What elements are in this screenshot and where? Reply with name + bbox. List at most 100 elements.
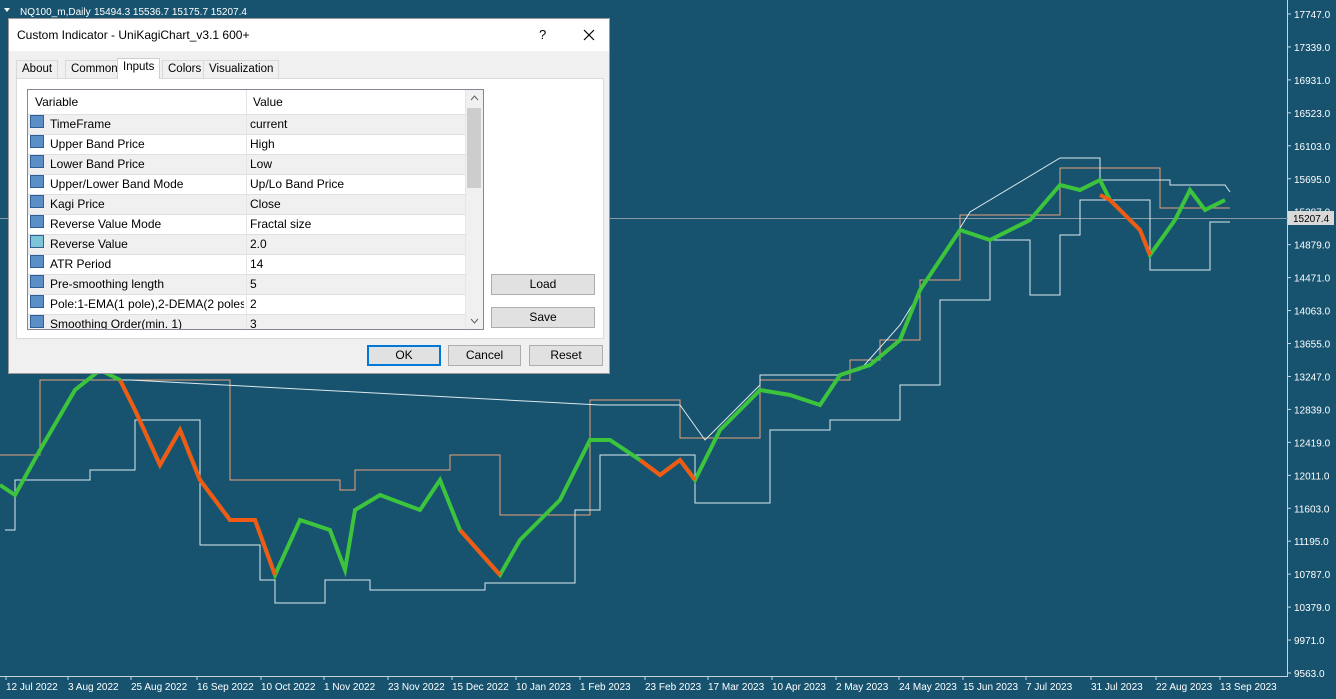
date-label: 2 May 2023: [836, 682, 889, 693]
load-button[interactable]: Load: [491, 274, 595, 295]
dialog: Custom Indicator - UniKagiChart_v3.1 600…: [8, 18, 610, 374]
value-cell: Low: [250, 157, 273, 171]
table-header: Variable Value: [28, 90, 467, 114]
divider: [246, 275, 247, 295]
value-cell: Fractal size: [250, 217, 312, 231]
kagi-line-down: [1099, 193, 1152, 256]
price-label: 17339.0: [1294, 43, 1331, 54]
value-cell: 2: [250, 297, 257, 311]
column-header: Variable: [35, 95, 79, 109]
price-label: 16523.0: [1294, 109, 1331, 120]
price-label: 14063.0: [1294, 307, 1331, 318]
table-row[interactable]: Lower Band Price Low: [28, 154, 467, 175]
table-row[interactable]: Upper/Lower Band Mode Up/Lo Band Price: [28, 174, 467, 195]
tab[interactable]: Visualization: [203, 60, 280, 78]
divider: [246, 115, 247, 135]
price-label: 11195.0: [1294, 537, 1329, 548]
price-label: 12839.0: [1294, 405, 1331, 416]
tab[interactable]: About: [16, 60, 59, 78]
divider: [246, 315, 247, 329]
kagi-line-down: [638, 457, 697, 482]
variable-cell: Kagi Price: [50, 197, 105, 211]
date-label: 23 Nov 2022: [388, 682, 445, 693]
close-button[interactable]: [583, 29, 595, 41]
help-button[interactable]: ?: [539, 27, 547, 42]
current-price-box: [1288, 211, 1334, 225]
title-bar: Custom Indicator - UniKagiChart_v3.1 600…: [9, 19, 609, 51]
variable-cell: Reverse Value Mode: [50, 217, 162, 231]
divider: [246, 215, 247, 235]
scroll-up[interactable]: [466, 90, 483, 107]
tab[interactable]: Inputs: [117, 58, 161, 79]
date-label: 1 Feb 2023: [580, 682, 631, 693]
divider: [246, 135, 247, 155]
date-label: 10 Apr 2023: [772, 682, 826, 693]
type-icon: [30, 175, 44, 188]
price-label: 12011.0: [1294, 471, 1330, 482]
table-row[interactable]: ATR Period 14: [28, 254, 467, 275]
type-icon: [30, 295, 44, 308]
table-row[interactable]: Pole:1-EMA(1 pole),2-DEMA(2 poles),3... 2: [28, 294, 467, 315]
cancel-button[interactable]: Cancel: [448, 345, 521, 366]
price-label: 14471.0: [1294, 274, 1331, 285]
variable-cell: Pole:1-EMA(1 pole),2-DEMA(2 poles),3...: [50, 297, 244, 311]
type-icon: [30, 315, 44, 328]
table-row[interactable]: TimeFrame current: [28, 114, 467, 135]
dialog-title: Custom Indicator - UniKagiChart_v3.1 600…: [17, 28, 250, 42]
price-label: 14879.0: [1294, 241, 1331, 252]
date-label: 25 Aug 2022: [131, 682, 188, 693]
price-label: 10787.0: [1294, 570, 1331, 581]
kagi-line-down: [458, 528, 502, 577]
date-label: 12 Jul 2022: [6, 682, 58, 693]
variable-cell: Lower Band Price: [50, 157, 145, 171]
table-row[interactable]: Reverse Value Mode Fractal size: [28, 214, 467, 235]
value-cell: High: [250, 137, 275, 151]
value-cell: 2.0: [250, 237, 267, 251]
date-label: 10 Oct 2022: [261, 682, 316, 693]
tab[interactable]: Colors: [162, 60, 208, 78]
inputs-table: Variable Value TimeFrame current Upper Ban…: [27, 89, 484, 330]
date-label: 31 Jul 2023: [1091, 682, 1143, 693]
value-cell: current: [250, 117, 288, 131]
date-label: 7 Jul 2023: [1026, 682, 1073, 693]
table-row[interactable]: Upper Band Price High: [28, 134, 467, 155]
table-row[interactable]: Pre-smoothing length 5: [28, 274, 467, 295]
scroll-thumb[interactable]: [467, 108, 481, 188]
value-cell: 14: [250, 257, 264, 271]
type-icon: [30, 255, 44, 268]
value-cell: Up/Lo Band Price: [250, 177, 345, 191]
save-button[interactable]: Save: [491, 307, 595, 328]
kagi-line-down: [118, 379, 277, 576]
variable-cell: Upper Band Price: [50, 137, 145, 151]
type-icon: [30, 235, 44, 248]
table-row[interactable]: Reverse Value 2.0: [28, 234, 467, 255]
price-label: 16103.0: [1294, 142, 1331, 153]
menu-arrow[interactable]: [4, 8, 10, 12]
date-label: 17 Mar 2023: [708, 682, 765, 693]
divider: [246, 175, 247, 195]
type-icon: [30, 155, 44, 168]
value-cell: Close: [250, 197, 281, 211]
date-label: 16 Sep 2022: [197, 682, 254, 693]
price-label: 17747.0: [1294, 10, 1331, 21]
table-row[interactable]: Kagi Price Close: [28, 194, 467, 215]
ok-button[interactable]: OK: [367, 345, 441, 366]
table-body: TimeFrame current Upper Band Price High Lowe…: [28, 114, 467, 330]
price-label: 10379.0: [1294, 603, 1331, 614]
tab[interactable]: Common: [65, 60, 124, 78]
table-row[interactable]: Smoothing Order(min. 1) 3: [28, 314, 467, 330]
type-icon: [30, 115, 44, 128]
price-label: 16931.0: [1294, 76, 1331, 87]
divider: [246, 295, 247, 315]
divider: [246, 235, 247, 255]
variable-cell: Pre-smoothing length: [50, 277, 165, 291]
reset-button[interactable]: Reset: [529, 345, 603, 366]
scrollbar[interactable]: [465, 90, 483, 329]
type-icon: [30, 275, 44, 288]
scroll-down[interactable]: [466, 312, 483, 329]
price-label: 13247.0: [1294, 372, 1331, 383]
value-cell: 3: [250, 317, 257, 330]
symbol-label: NQ100_m,Daily: [20, 7, 91, 18]
date-label: 15 Dec 2022: [452, 682, 509, 693]
